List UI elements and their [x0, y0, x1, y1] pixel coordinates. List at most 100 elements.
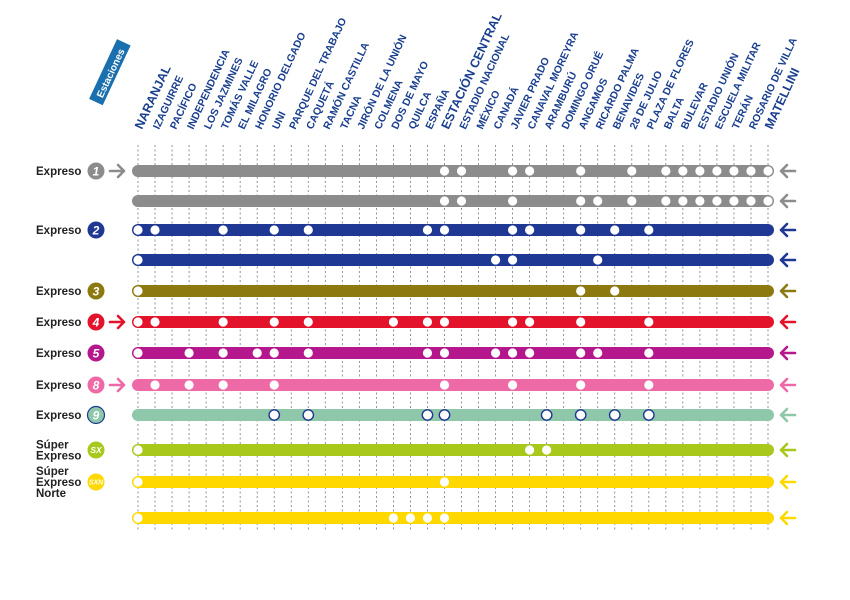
stop-marker [132, 224, 144, 236]
direction-arrow-icon [108, 377, 126, 393]
service-badge-icon: 8 [87, 376, 105, 394]
service-badge-text: 1 [93, 164, 100, 178]
stop-marker [540, 409, 553, 421]
stations-header: Estaciones [89, 39, 131, 106]
stop-marker [132, 316, 144, 328]
direction-arrow-icon [779, 222, 797, 238]
stop-marker [268, 409, 281, 421]
stop-marker [455, 165, 468, 177]
stop-marker [217, 316, 229, 328]
stop-marker [711, 165, 723, 177]
direction-arrow-icon [779, 345, 797, 361]
stop-marker [506, 224, 519, 236]
stop-marker [608, 285, 621, 297]
stop-marker [523, 347, 536, 359]
stop-marker [608, 409, 621, 421]
station-labels: NARANJALIZAGUIRREPACÍFICOINDEPENDENCIALO… [132, 10, 802, 132]
direction-arrow-icon [779, 283, 797, 299]
service-label: Súper [36, 440, 69, 452]
direction-arrow-icon [108, 314, 126, 330]
stop-marker [268, 224, 281, 236]
stop-marker [149, 379, 161, 391]
stop-marker [302, 224, 315, 236]
stop-marker [421, 409, 434, 421]
stop-marker [523, 316, 536, 328]
stop-marker [660, 195, 672, 207]
service-row [132, 252, 797, 268]
stop-marker [251, 347, 263, 359]
stop-marker [745, 195, 757, 207]
stop-marker [438, 195, 451, 207]
stop-marker [268, 347, 281, 359]
stop-marker [523, 444, 536, 456]
stop-marker [217, 224, 229, 236]
service-badge-text: SX [90, 445, 103, 455]
direction-arrow-icon [779, 442, 797, 458]
station-gridlines [137, 145, 769, 530]
service-label: Expreso [36, 286, 81, 298]
service-label: Expreso [36, 451, 81, 463]
station-label: UNI [270, 110, 289, 132]
service-row [132, 193, 797, 209]
stop-marker [183, 379, 195, 391]
stop-marker [523, 165, 536, 177]
service-badge-icon: SXN [87, 473, 105, 491]
stop-marker [421, 316, 434, 328]
stop-marker [694, 195, 706, 207]
stop-marker [523, 224, 536, 236]
service-rows: Expreso 1 Expreso 2 Expreso 3 Expreso 4 Expreso 5… [36, 162, 797, 526]
service-badge-text: 3 [93, 284, 100, 298]
stop-marker [591, 195, 604, 207]
stop-marker [574, 195, 587, 207]
direction-arrow-icon [779, 193, 797, 209]
direction-arrow-icon [779, 377, 797, 393]
service-badge-text: 9 [93, 408, 100, 422]
stop-marker [387, 316, 400, 328]
stop-marker [591, 254, 604, 266]
service-row: Expreso 2 [36, 221, 797, 239]
direction-arrow-icon [779, 407, 797, 423]
stop-marker [421, 512, 434, 524]
stop-marker [574, 224, 587, 236]
stop-marker [302, 409, 315, 421]
direction-arrow-icon [108, 163, 126, 179]
stop-marker [643, 379, 655, 391]
stop-marker [506, 379, 519, 391]
service-label: Expreso [36, 348, 81, 360]
stop-marker [438, 409, 451, 421]
stop-marker [217, 347, 229, 359]
stop-marker [762, 195, 774, 207]
stop-marker [625, 165, 638, 177]
service-label: Expreso [36, 380, 81, 392]
service-badge-icon: 5 [87, 344, 105, 362]
stop-marker [574, 347, 587, 359]
stop-marker [268, 316, 281, 328]
direction-arrow-icon [779, 510, 797, 526]
service-row [132, 510, 797, 526]
service-label: Norte [36, 488, 66, 500]
stop-marker [183, 347, 195, 359]
stop-marker [677, 165, 689, 177]
stop-marker [540, 444, 553, 456]
stop-marker [660, 165, 672, 177]
direction-arrow-icon [779, 474, 797, 490]
service-row: Expreso 8 [36, 376, 797, 394]
stop-marker [608, 224, 621, 236]
stop-marker [302, 347, 315, 359]
stop-marker [677, 195, 689, 207]
stop-marker [455, 195, 468, 207]
stop-marker [728, 195, 740, 207]
stop-marker [642, 409, 655, 421]
service-label: Expreso [36, 317, 81, 329]
stop-marker [438, 476, 451, 488]
stop-marker [149, 224, 161, 236]
stop-marker [438, 347, 451, 359]
stop-marker [574, 316, 587, 328]
service-badge-text: 4 [92, 315, 100, 329]
stop-marker [762, 165, 774, 177]
service-label: Súper [36, 466, 69, 478]
stop-marker [489, 347, 502, 359]
stop-marker [574, 285, 587, 297]
service-badge-text: 8 [93, 378, 100, 392]
